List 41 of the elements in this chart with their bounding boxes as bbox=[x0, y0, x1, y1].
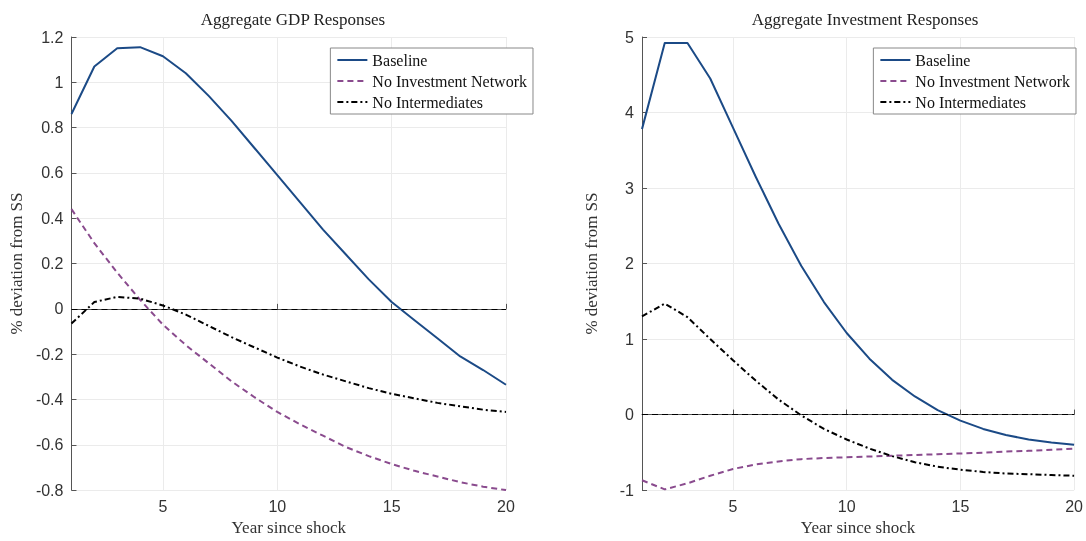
x-axis-title: Year since shock bbox=[800, 518, 916, 537]
y-tick-label: 0.2 bbox=[41, 255, 64, 273]
y-tick-label: -0.6 bbox=[35, 436, 64, 454]
x-tick-label: 5 bbox=[158, 497, 168, 515]
x-tick-label: 15 bbox=[951, 497, 970, 515]
y-tick-label: 5 bbox=[625, 28, 635, 46]
y-tick-label: -0.2 bbox=[35, 345, 64, 363]
legend-label: No Intermediates bbox=[915, 93, 1026, 111]
y-tick-label: 0 bbox=[54, 300, 64, 318]
x-axis-title: Year since shock bbox=[231, 518, 347, 537]
y-tick-label: 0.8 bbox=[41, 119, 64, 137]
y-tick-label: -0.8 bbox=[35, 481, 64, 499]
y-axis-title: % deviation from SS bbox=[582, 192, 601, 335]
chart-title: Aggregate GDP Responses bbox=[200, 10, 386, 29]
y-tick-label: 3 bbox=[625, 179, 635, 197]
line-series bbox=[70, 295, 507, 413]
x-tick-label: 20 bbox=[497, 497, 515, 515]
y-tick-label: 1.2 bbox=[41, 28, 64, 46]
y-axis-title: % deviation from SS bbox=[7, 192, 26, 335]
y-tick-label: -0.4 bbox=[35, 390, 64, 408]
legend-label: Baseline bbox=[915, 51, 971, 69]
x-tick-label: 20 bbox=[1065, 497, 1084, 515]
line-series bbox=[641, 42, 1076, 446]
legend-label: No Intermediates bbox=[372, 93, 483, 111]
y-tick-label: 0.4 bbox=[41, 209, 64, 227]
y-tick-label: 2 bbox=[625, 255, 635, 273]
y-tick-label: 0 bbox=[625, 406, 635, 424]
x-tick-label: 10 bbox=[837, 497, 856, 515]
x-tick-label: 15 bbox=[382, 497, 401, 515]
y-tick-label: 0.6 bbox=[41, 164, 64, 182]
legend-label: Baseline bbox=[372, 51, 428, 69]
y-tick-label: 1 bbox=[625, 330, 635, 348]
x-tick-label: 5 bbox=[728, 497, 738, 515]
y-tick-label: 4 bbox=[625, 104, 635, 122]
y-tick-label: -1 bbox=[619, 481, 635, 499]
legend-label: No Investment Network bbox=[915, 72, 1071, 90]
line-series bbox=[641, 302, 1076, 477]
chart-title: Aggregate Investment Responses bbox=[751, 10, 979, 29]
x-tick-label: 10 bbox=[268, 497, 287, 515]
y-tick-label: 1 bbox=[54, 73, 64, 91]
legend-label: No Investment Network bbox=[372, 72, 528, 90]
